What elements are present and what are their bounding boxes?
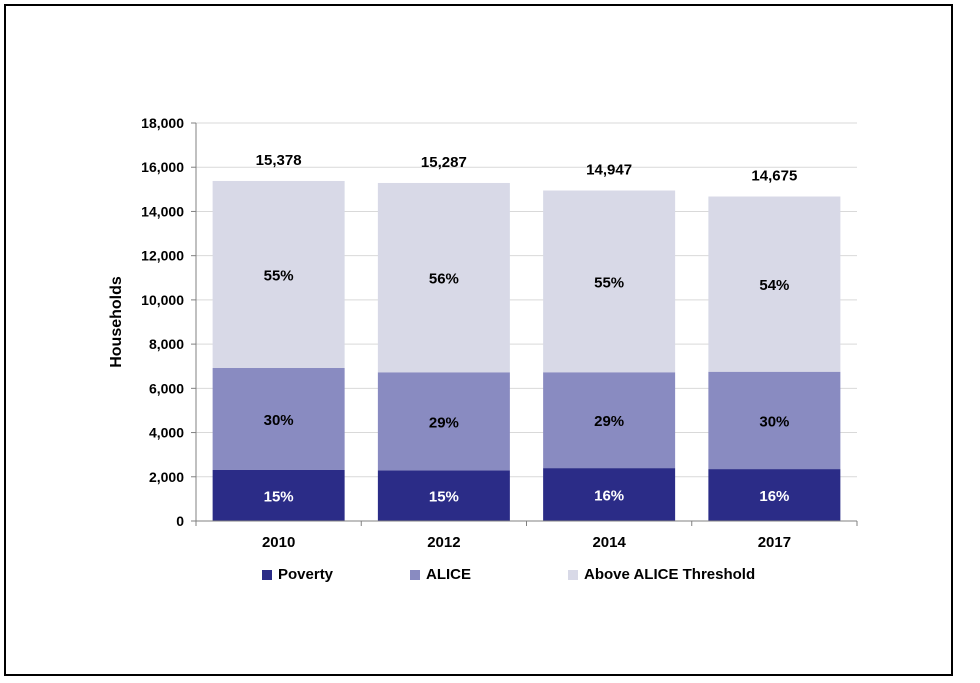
data-label: 16% [594,488,624,505]
data-label: 55% [264,267,294,284]
bar-above-alice-threshold [543,190,676,373]
bar-alice [543,372,676,469]
bar-poverty [708,469,841,521]
bar-above-alice-threshold [708,196,841,372]
bar-poverty [543,468,676,521]
legend-swatch-alice [410,569,420,580]
bar-alice [212,367,345,470]
y-tick-label: 18,000 [141,115,184,131]
total-label: 15,287 [421,154,467,171]
legend-label-poverty: Poverty [278,566,334,583]
y-tick-label: 6,000 [149,380,184,396]
bar-alice [708,371,841,470]
bar-above-alice-threshold [377,182,510,373]
legend-label-alice: ALICE [426,566,471,583]
y-tick-label: 2,000 [149,469,184,485]
x-tick-label: 2012 [427,534,460,551]
y-axis-title: Households [108,276,125,368]
y-tick-label: 12,000 [141,248,184,264]
y-tick-label: 16,000 [141,159,184,175]
bar-poverty [377,470,510,521]
y-tick-label: 10,000 [141,292,184,308]
data-label: 30% [759,413,789,430]
y-tick-label: 0 [176,513,184,529]
bar-alice [377,372,510,471]
legend-label-above-alice: Above ALICE Threshold [584,566,756,583]
legend-swatch-above-alice [568,569,578,580]
y-tick-label: 4,000 [149,425,184,441]
data-label: 30% [264,412,294,429]
legend-item-above-alice: Above ALICE Threshold [568,566,755,583]
axes: 0 2,000 4,000 6,000 8,000 10,000 12,000 14,000 1… [108,115,858,551]
data-label: 15% [264,488,294,505]
total-label: 15,378 [256,152,302,169]
x-tick-label: 2017 [758,534,791,551]
legend: Poverty ALICE Above ALICE Threshold [0,566,980,588]
data-label: 16% [759,488,789,505]
legend-swatch-poverty [262,569,272,580]
y-tick-label: 8,000 [149,336,184,352]
y-tick-label: 14,000 [141,203,184,219]
bars [212,180,841,521]
data-label: 29% [429,414,459,431]
labels: 15% 30% 55% 15,378 15% 29% 56% 15,287 16% 29% 55% 1… [256,152,798,506]
legend-item-poverty: Poverty [262,566,333,583]
data-label: 55% [594,274,624,291]
total-label: 14,947 [586,162,632,179]
data-label: 15% [429,489,459,506]
total-label: 14,675 [751,168,797,185]
bar-above-alice-threshold [212,180,345,368]
data-label: 29% [594,413,624,430]
bar-poverty [212,469,345,521]
x-tick-label: 2014 [592,534,626,551]
legend-item-alice: ALICE [410,566,471,583]
x-tick-label: 2010 [262,534,295,551]
data-label: 56% [429,271,459,288]
data-label: 54% [759,277,789,294]
